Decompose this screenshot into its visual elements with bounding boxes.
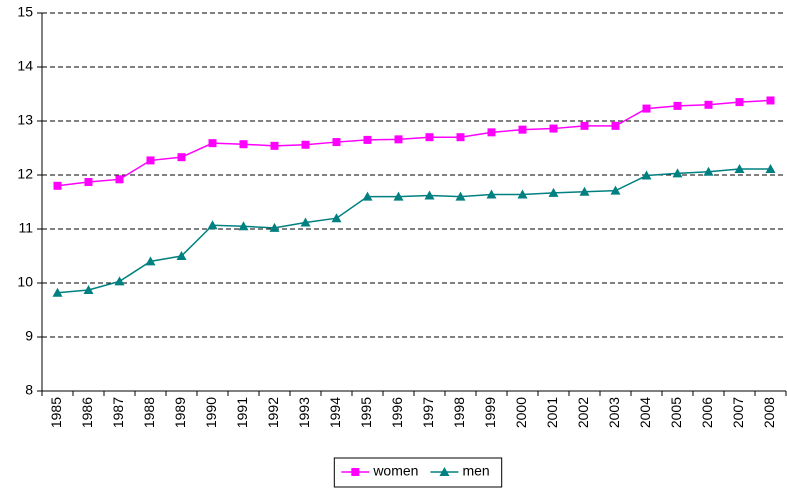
marker (734, 164, 745, 174)
x-tick-label: 1986 (79, 397, 95, 428)
marker (486, 189, 497, 199)
y-tick-label: 12 (17, 166, 33, 182)
marker (238, 221, 249, 231)
x-tick-label: 1987 (110, 397, 126, 428)
marker (548, 187, 559, 197)
marker (363, 135, 372, 144)
marker (145, 256, 156, 266)
x-tick-label: 2000 (513, 397, 529, 428)
marker (332, 138, 341, 147)
marker (114, 276, 125, 286)
series-line (57, 168, 771, 294)
legend-label: men (462, 463, 489, 479)
x-tick-label: 1985 (48, 397, 64, 428)
marker (84, 178, 93, 187)
x-tick-label: 2005 (668, 397, 684, 428)
marker (269, 222, 280, 232)
marker (549, 124, 558, 133)
marker (331, 213, 342, 223)
x-tick-label: 2004 (637, 397, 653, 428)
marker (239, 140, 248, 149)
x-tick-label: 1997 (420, 397, 436, 428)
marker (146, 156, 155, 165)
x-tick-label: 2001 (544, 397, 560, 428)
y-tick-label: 15 (17, 4, 33, 20)
marker (439, 467, 450, 476)
x-tick-label: 1989 (172, 397, 188, 428)
x-tick-label: 1994 (327, 397, 343, 428)
x-tick-label: 1998 (451, 397, 467, 428)
x-tick-label: 1990 (203, 397, 219, 428)
marker (115, 175, 124, 184)
marker (704, 100, 713, 109)
marker (518, 125, 527, 134)
series-line (57, 99, 771, 187)
y-tick-label: 9 (25, 328, 33, 344)
marker (487, 128, 496, 137)
marker (177, 153, 186, 162)
marker (208, 139, 217, 148)
marker (351, 468, 360, 476)
marker (270, 141, 279, 150)
marker (394, 135, 403, 144)
marker (611, 121, 620, 130)
marker (424, 190, 435, 200)
marker (703, 166, 714, 176)
marker (207, 220, 218, 230)
marker (641, 170, 652, 180)
x-tick-label: 1999 (482, 397, 498, 428)
marker (301, 140, 310, 149)
marker (765, 164, 776, 174)
marker (766, 96, 775, 105)
marker (642, 104, 651, 113)
marker (362, 191, 373, 201)
marker (393, 191, 404, 201)
x-tick-label: 2007 (730, 397, 746, 428)
x-tick-label: 2006 (699, 397, 715, 428)
x-tick-label: 1993 (296, 397, 312, 428)
marker (580, 121, 589, 130)
y-tick-label: 10 (17, 274, 33, 290)
marker (53, 181, 62, 190)
marker (579, 186, 590, 196)
y-tick-label: 13 (17, 112, 33, 128)
marker (425, 133, 434, 142)
marker (52, 287, 63, 297)
marker (455, 191, 466, 201)
marker (673, 101, 682, 110)
marker (83, 285, 94, 295)
y-tick-label: 11 (18, 220, 33, 236)
x-tick-label: 1992 (265, 397, 281, 428)
marker (517, 189, 528, 199)
x-tick-label: 2008 (761, 397, 777, 428)
marker (176, 251, 187, 260)
x-tick-label: 1995 (358, 397, 374, 428)
x-tick-label: 1996 (389, 397, 405, 428)
marker (672, 168, 683, 178)
x-tick-label: 1988 (141, 397, 157, 428)
marker (456, 133, 465, 142)
x-tick-label: 2003 (606, 397, 622, 428)
legend: women men (333, 457, 503, 488)
y-tick-label: 8 (25, 382, 33, 398)
marker (300, 217, 311, 227)
marker (610, 185, 621, 195)
legend-label: women (372, 463, 418, 479)
y-tick-label: 14 (17, 58, 33, 74)
x-tick-label: 1991 (234, 397, 250, 428)
x-tick-label: 2002 (575, 397, 591, 428)
marker (735, 98, 744, 107)
